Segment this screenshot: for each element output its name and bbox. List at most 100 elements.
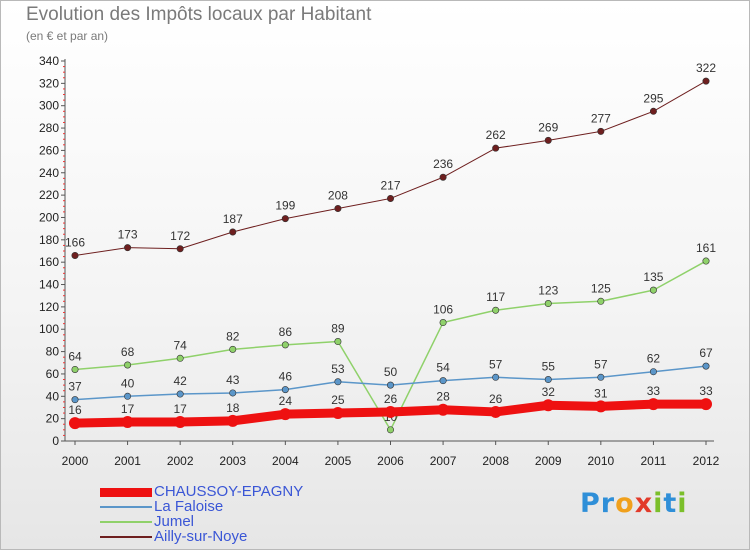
data-point-chaussoy-epagny <box>331 407 344 420</box>
data-label-la-faloise: 43 <box>226 373 240 387</box>
data-point-jumel <box>649 286 657 294</box>
data-point-jumel <box>71 365 79 373</box>
data-label-ailly-sur-noye: 217 <box>380 178 400 192</box>
logo-letter: r <box>600 488 616 519</box>
logo-letter: t <box>663 488 678 519</box>
data-label-ailly-sur-noye: 172 <box>170 229 190 243</box>
data-label-ailly-sur-noye: 277 <box>591 111 611 125</box>
data-label-la-faloise: 50 <box>384 365 398 379</box>
data-point-chaussoy-epagny <box>437 403 450 416</box>
x-tick-label: 2012 <box>693 454 720 468</box>
data-label-chaussoy-epagny: 24 <box>279 394 293 408</box>
data-point-jumel <box>334 338 342 346</box>
data-point-jumel <box>492 306 500 314</box>
data-point-chaussoy-epagny <box>226 414 239 427</box>
data-point-jumel <box>176 354 184 362</box>
data-label-ailly-sur-noye: 322 <box>696 61 716 75</box>
x-tick-label: 2010 <box>587 454 614 468</box>
x-tick-label: 2005 <box>325 454 352 468</box>
data-label-jumel: 161 <box>696 241 716 255</box>
data-label-la-faloise: 57 <box>489 357 503 371</box>
legend-swatch <box>100 536 152 538</box>
data-point-jumel <box>386 426 394 434</box>
data-label-la-faloise: 54 <box>436 361 450 375</box>
data-point-la-faloise <box>386 381 394 389</box>
data-label-la-faloise: 67 <box>699 346 713 360</box>
data-point-ailly-sur-noye <box>649 107 657 115</box>
data-point-la-faloise <box>597 373 605 381</box>
data-point-la-faloise <box>124 392 132 400</box>
y-tick-label: 260 <box>39 143 59 157</box>
data-label-jumel: 64 <box>68 349 82 363</box>
data-label-chaussoy-epagny: 28 <box>436 390 450 404</box>
legend-swatch <box>100 521 152 523</box>
legend-swatch <box>100 506 152 508</box>
x-tick-label: 2011 <box>641 454 667 468</box>
logo-letter: x <box>634 488 654 519</box>
data-point-jumel <box>544 300 552 308</box>
data-label-chaussoy-epagny: 18 <box>226 401 240 415</box>
data-label-jumel: 86 <box>279 325 293 339</box>
data-label-jumel: 82 <box>226 329 240 343</box>
data-point-ailly-sur-noye <box>124 244 132 252</box>
proxiti-logo: Proxiti <box>580 488 688 519</box>
y-tick-label: 340 <box>39 54 59 68</box>
data-point-la-faloise <box>649 368 657 376</box>
chart-title: Evolution des Impôts locaux par Habitant <box>26 4 372 25</box>
x-tick-label: 2000 <box>62 454 89 468</box>
data-label-la-faloise: 37 <box>68 380 82 394</box>
x-tick-label: 2003 <box>219 454 246 468</box>
data-point-chaussoy-epagny <box>647 398 660 411</box>
data-label-la-faloise: 42 <box>173 374 187 388</box>
y-tick-label: 300 <box>39 99 59 113</box>
data-point-la-faloise <box>176 390 184 398</box>
data-label-ailly-sur-noye: 166 <box>65 235 85 249</box>
data-point-ailly-sur-noye <box>176 245 184 253</box>
data-label-chaussoy-epagny: 16 <box>68 403 82 417</box>
y-tick-label: 200 <box>39 210 59 224</box>
data-point-ailly-sur-noye <box>229 228 237 236</box>
data-point-ailly-sur-noye <box>492 144 500 152</box>
data-point-jumel <box>124 361 132 369</box>
data-point-la-faloise <box>229 389 237 397</box>
data-point-jumel <box>702 257 710 265</box>
data-label-ailly-sur-noye: 269 <box>538 120 558 134</box>
logo-letter: o <box>615 488 635 519</box>
data-point-la-faloise <box>334 378 342 386</box>
data-label-chaussoy-epagny: 26 <box>384 392 398 406</box>
data-point-jumel <box>229 345 237 353</box>
data-label-ailly-sur-noye: 295 <box>643 91 663 105</box>
data-point-ailly-sur-noye <box>334 205 342 213</box>
x-tick-label: 2008 <box>482 454 509 468</box>
data-label-ailly-sur-noye: 262 <box>486 128 506 142</box>
data-point-chaussoy-epagny <box>279 408 292 421</box>
data-point-chaussoy-epagny <box>69 417 81 430</box>
y-tick-label: 100 <box>39 322 59 336</box>
y-tick-label: 120 <box>39 300 59 314</box>
data-point-ailly-sur-noye <box>281 215 289 223</box>
data-point-la-faloise <box>544 376 552 384</box>
data-label-la-faloise: 46 <box>279 370 293 384</box>
y-tick-label: 240 <box>39 166 59 180</box>
data-label-jumel: 117 <box>486 290 505 304</box>
data-label-ailly-sur-noye: 187 <box>223 212 243 226</box>
data-label-chaussoy-epagny: 31 <box>594 386 608 400</box>
data-label-ailly-sur-noye: 173 <box>118 228 138 242</box>
y-tick-label: 80 <box>46 345 60 359</box>
logo-letter: P <box>580 488 601 519</box>
data-point-chaussoy-epagny <box>489 405 502 418</box>
y-tick-label: 180 <box>39 233 59 247</box>
x-tick-label: 2002 <box>167 454 194 468</box>
data-point-ailly-sur-noye <box>71 251 79 259</box>
data-label-la-faloise: 62 <box>647 352 661 366</box>
y-tick-label: 60 <box>46 367 60 381</box>
data-point-jumel <box>281 341 289 349</box>
data-label-chaussoy-epagny: 25 <box>331 393 345 407</box>
data-label-chaussoy-epagny: 17 <box>121 402 135 416</box>
data-point-la-faloise <box>439 377 447 385</box>
x-tick-label: 2009 <box>535 454 562 468</box>
data-label-jumel: 106 <box>433 303 453 317</box>
data-point-jumel <box>439 319 447 327</box>
logo-letter: i <box>677 488 688 519</box>
y-tick-label: 320 <box>39 76 59 90</box>
